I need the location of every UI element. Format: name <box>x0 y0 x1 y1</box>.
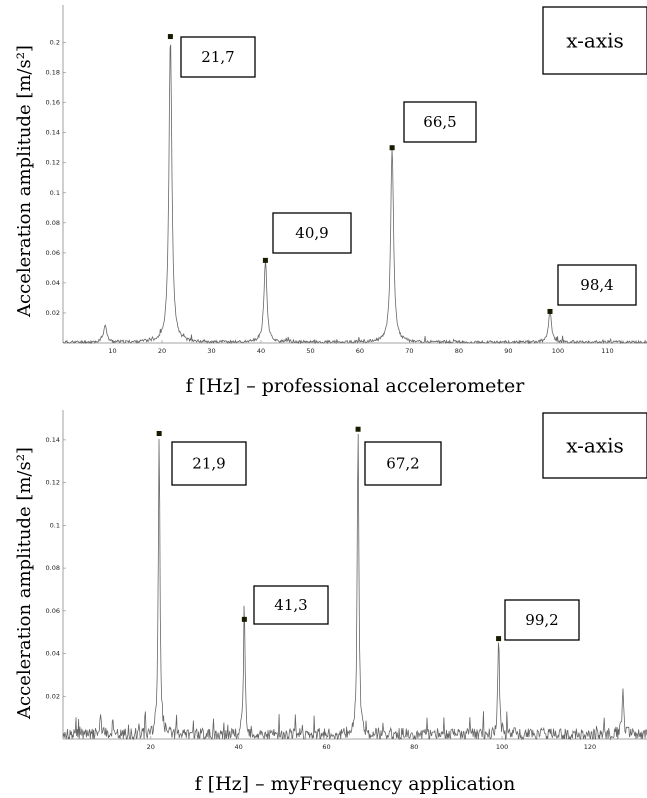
peak-annotation-box <box>180 36 256 78</box>
peak-marker <box>547 308 553 314</box>
peak-annotation-label: 40,9 <box>295 224 328 242</box>
x-tick-label: 100 <box>552 347 564 355</box>
axis-label-box <box>542 412 647 479</box>
peak-annotation-label: 66,5 <box>423 113 456 131</box>
peak-annotation-box <box>253 585 329 625</box>
x-tick-label: 70 <box>405 347 413 355</box>
axis-label-text: x-axis <box>566 29 624 53</box>
y-tick-label: 0.1 <box>50 521 60 529</box>
x-tick-label: 20 <box>147 743 155 751</box>
peak-annotation-box <box>272 212 352 254</box>
peak-annotation-label: 41,3 <box>274 596 307 614</box>
axis-label-text: x-axis <box>566 434 624 458</box>
x-tick-label: 60 <box>322 743 330 751</box>
x-tick-label: 50 <box>306 347 314 355</box>
x-tick-label: 40 <box>234 743 242 751</box>
y-tick-label: 0.08 <box>46 564 60 572</box>
plot-area: 0.02 0.04 0.06 0.08 0.1 0.12 0.14 0.16 0.18 0.2 10… <box>46 5 647 355</box>
y-tick-label: 0.14 <box>46 129 60 137</box>
peak-marker <box>355 426 361 432</box>
peak-annotation-label: 21,9 <box>192 455 225 473</box>
peak-marker <box>389 145 395 151</box>
chart-bottom: Acceleration amplitude [m/s²] 0.020.040.… <box>14 410 647 795</box>
y-tick-label: 0.06 <box>46 249 60 257</box>
x-tick-label: 80 <box>410 743 418 751</box>
x-axis-label: f [Hz] – professional accelerometer <box>186 375 526 397</box>
y-tick-label: 0.06 <box>46 607 60 615</box>
x-tick-label: 60 <box>356 347 364 355</box>
y-tick-label: 0.16 <box>46 99 60 107</box>
y-tick-label: 0.12 <box>46 159 60 167</box>
plot-area: 0.02 0.04 0.06 0.08 0.1 0.12 0.14 20 40 60 80 100 12… <box>46 410 647 751</box>
x-tick-label: 120 <box>584 743 596 751</box>
peak-marker <box>241 616 247 622</box>
peak-annotation-box <box>364 441 442 486</box>
peak-marker <box>496 636 502 642</box>
spectrum-line <box>62 433 647 741</box>
y-tick-label: 0.02 <box>46 692 60 700</box>
x-tick-label: 30 <box>207 347 215 355</box>
peak-annotation-label: 67,2 <box>386 455 419 473</box>
x-tick-label: 20 <box>158 347 166 355</box>
peak-annotation-box <box>171 441 247 486</box>
x-tick-label: 100 <box>496 743 508 751</box>
y-tick-label: 0.2 <box>50 39 60 47</box>
y-axis-label: Acceleration amplitude [m/s²] <box>14 45 35 318</box>
x-tick-label: 90 <box>504 347 512 355</box>
y-tick-label: 0.08 <box>46 219 60 227</box>
x-tick-label: 10 <box>108 347 116 355</box>
peak-annotation-box <box>504 599 580 641</box>
y-axis-label: Acceleration amplitude [m/s²] <box>14 447 35 720</box>
y-tick-label: 0.04 <box>46 650 60 658</box>
peak-marker <box>156 431 162 436</box>
y-tick-label: 0.18 <box>46 69 60 77</box>
peak-annotation-box <box>403 101 477 143</box>
peak-annotation-label: 21,7 <box>201 48 234 66</box>
y-tick-label: 0.02 <box>46 309 60 317</box>
y-tick-label: 0.14 <box>46 436 60 444</box>
peak-marker <box>262 257 268 263</box>
peak-marker <box>167 34 173 40</box>
x-axis-label: f [Hz] – myFrequency application <box>195 773 516 795</box>
x-tick-label: 110 <box>601 347 613 355</box>
y-tick-label: 0.04 <box>46 279 60 287</box>
y-tick-label: 0.1 <box>50 189 60 197</box>
x-tick-label: 80 <box>455 347 463 355</box>
peak-annotation-label: 98,4 <box>580 276 613 294</box>
peak-annotation-box <box>557 264 637 306</box>
axis-label-box <box>542 6 647 75</box>
y-tick-label: 0.12 <box>46 479 60 487</box>
chart-top: Acceleration amplitude [m/s²] 0.020.040.… <box>14 5 647 397</box>
x-tick-label: 40 <box>257 347 265 355</box>
peak-annotation-label: 99,2 <box>525 611 558 629</box>
